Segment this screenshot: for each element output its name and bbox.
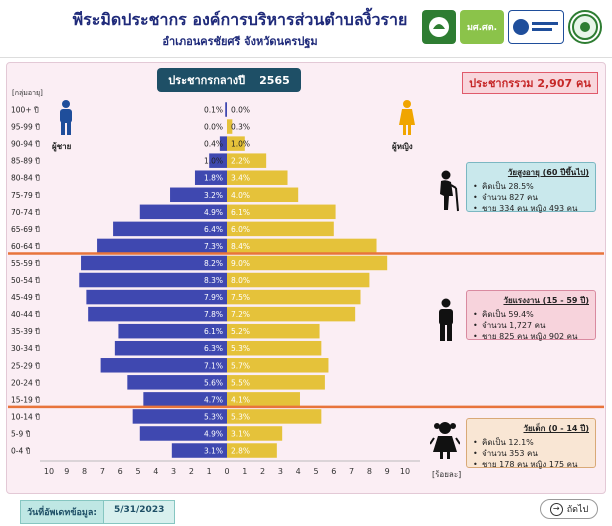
- msst-logo-text: มศ.ศต.: [466, 23, 498, 33]
- female-icon: [399, 100, 415, 135]
- child-gender: ชาย 178 คน หญิง 175 คน: [473, 459, 589, 470]
- logos: มศ.ศต.: [422, 10, 602, 44]
- university-logo-icon: [508, 10, 564, 44]
- elderly-info-box: วัยสูงอายุ (60 ปีขึ้นไป) คิดเป็น 28.5% จ…: [466, 162, 596, 214]
- update-date-value: 5/31/2023: [103, 500, 176, 524]
- working-percent: คิดเป็น 59.4%: [473, 309, 589, 320]
- year-label: ประชากรกลางปี: [168, 74, 246, 87]
- working-info-box: วัยแรงงาน (15 - 59 ปี) คิดเป็น 59.4% จำน…: [466, 290, 596, 342]
- child-icon: [430, 422, 460, 459]
- child-percent: คิดเป็น 12.1%: [473, 437, 589, 448]
- adult-icon: [439, 298, 453, 341]
- elderly-gender: ชาย 334 คน หญิง 493 คน: [473, 203, 589, 214]
- page-subtitle: อำเภอนครชัยศรี จังหวัดนครปฐม: [162, 35, 318, 48]
- next-button[interactable]: → ถัดไป: [540, 499, 598, 519]
- elderly-title: วัยสูงอายุ (60 ปีขึ้นไป): [507, 168, 589, 177]
- female-label: ผู้หญิง: [392, 142, 413, 151]
- total-population-text: ประชากรรวม 2,907 คน: [469, 77, 591, 90]
- arrow-right-icon: →: [549, 502, 563, 516]
- update-date-label: วันที่อัพเดทข้อมูล:: [20, 500, 104, 524]
- next-button-label: ถัดไป: [566, 505, 589, 515]
- elderly-icon: [440, 170, 459, 212]
- page-title: พีระมิดประชากร องค์การบริหารส่วนตำบลงิ้ว…: [72, 10, 408, 29]
- header: พีระมิดประชากร องค์การบริหารส่วนตำบลงิ้ว…: [0, 0, 612, 58]
- org-logo-icon: [422, 10, 456, 44]
- total-population-box: ประชากรรวม 2,907 คน: [462, 72, 598, 94]
- msst-logo: มศ.ศต.: [460, 10, 504, 44]
- working-title: วัยแรงงาน (15 - 59 ปี): [503, 296, 589, 305]
- year-box: ประชากรกลางปี 2565: [157, 68, 301, 92]
- seal-logo-icon: [568, 10, 602, 44]
- elderly-count: จำนวน 827 คน: [473, 192, 589, 203]
- working-gender: ชาย 825 คน หญิง 902 คน: [473, 331, 589, 342]
- male-icon: [60, 100, 72, 135]
- child-count: จำนวน 353 คน: [473, 448, 589, 459]
- age-group-label: [กลุ่มอายุ]: [12, 89, 43, 97]
- year-value: 2565: [259, 73, 290, 87]
- working-count: จำนวน 1,727 คน: [473, 320, 589, 331]
- update-date: วันที่อัพเดทข้อมูล: 5/31/2023: [20, 500, 176, 524]
- child-title: วัยเด็ก (0 - 14 ปี): [523, 424, 589, 433]
- child-info-box: วัยเด็ก (0 - 14 ปี) คิดเป็น 12.1% จำนวน …: [466, 418, 596, 470]
- elderly-percent: คิดเป็น 28.5%: [473, 181, 589, 192]
- male-label: ผู้ชาย: [52, 142, 72, 151]
